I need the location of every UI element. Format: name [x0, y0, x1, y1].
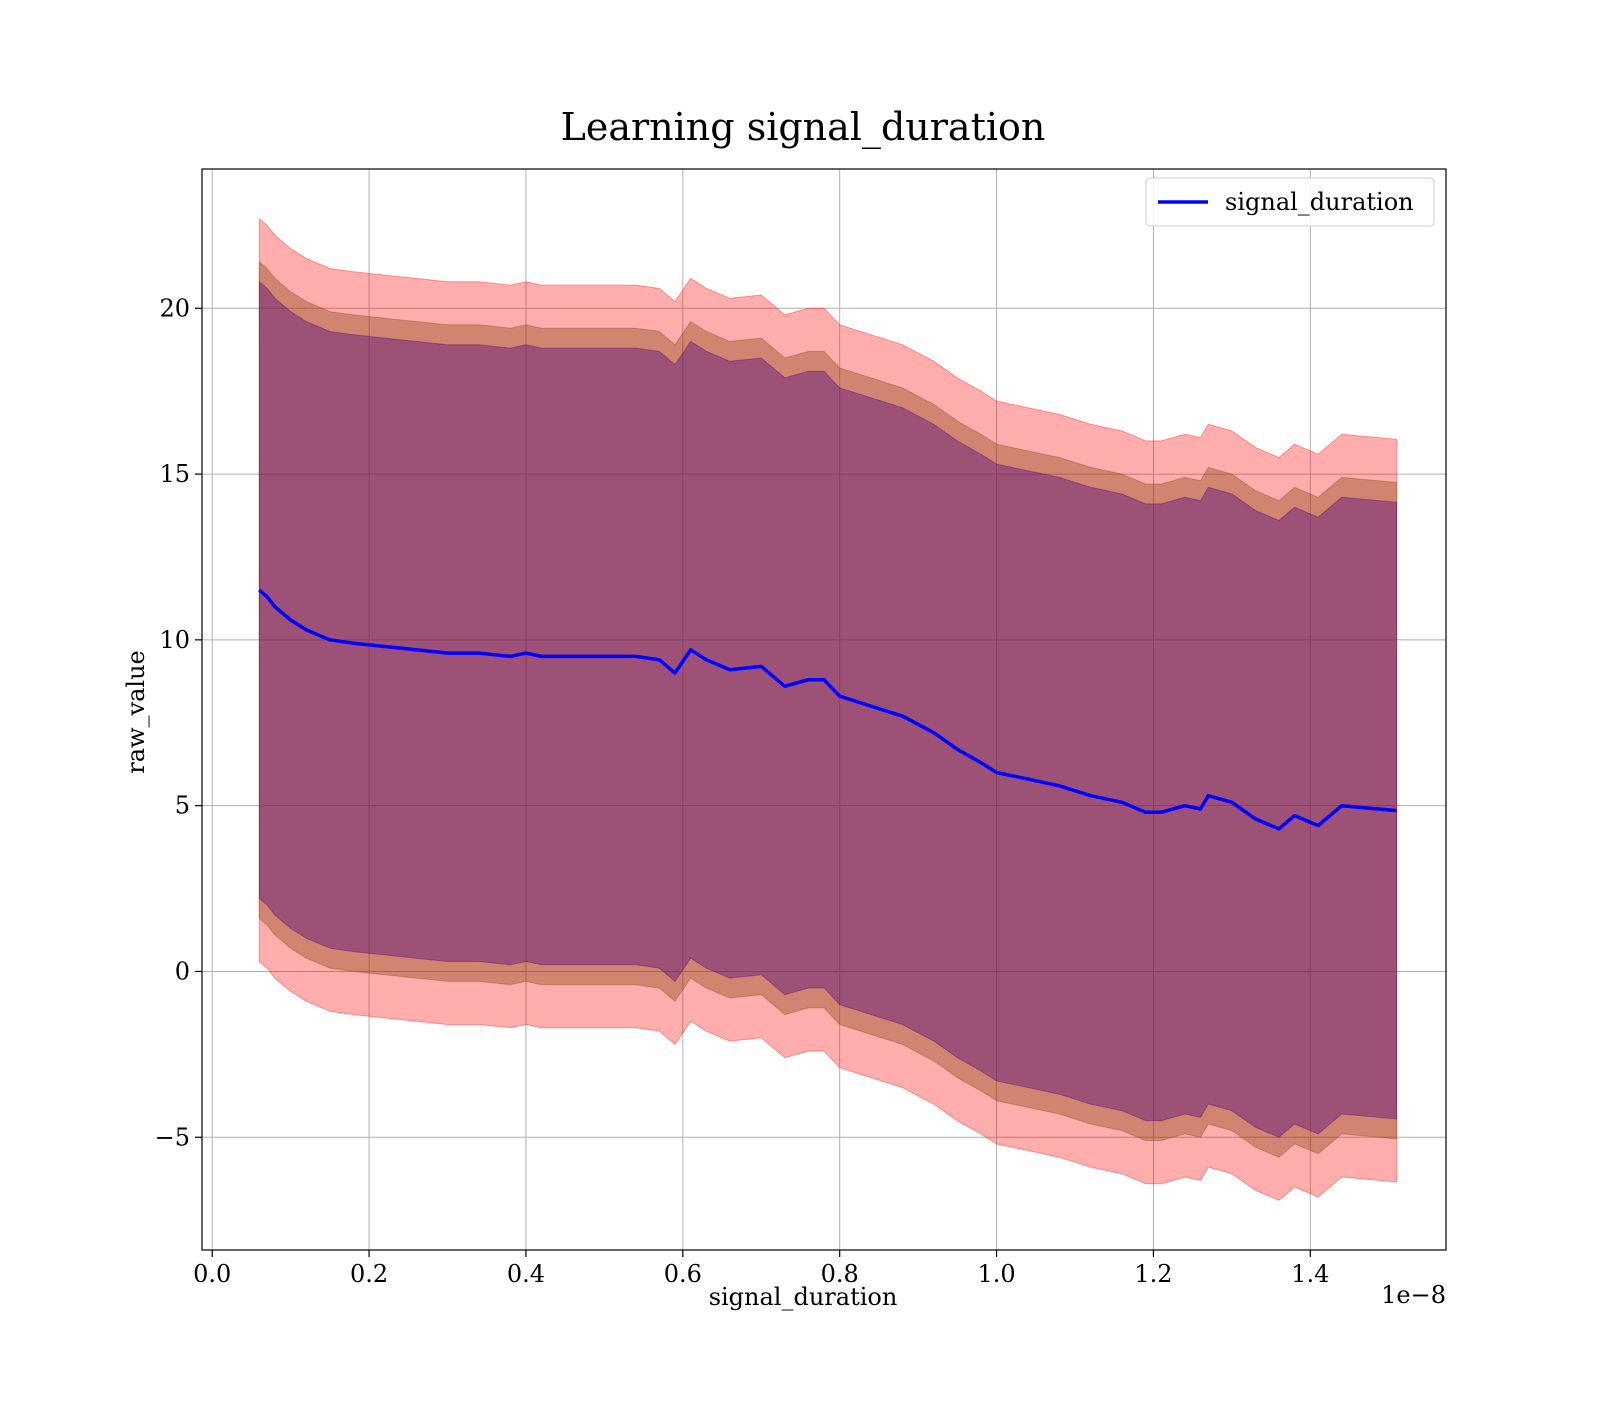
y-tick-label: 10 [159, 626, 190, 654]
y-tick-label: −5 [155, 1123, 190, 1151]
band-inner [258, 280, 1398, 1138]
band-middle [258, 260, 1398, 1158]
y-axis-label: raw_value [122, 650, 150, 774]
series-line-signal_duration [258, 588, 1397, 831]
plot-frame [201, 168, 1447, 1251]
x-axis-offset-label: 1e−8 [1381, 1281, 1446, 1309]
series-lines [258, 588, 1397, 831]
x-tick-label: 0.8 [821, 1260, 859, 1288]
confidence-bands [258, 217, 1398, 1201]
x-axis-ticks: 0.0 0.2 0.4 0.6 0.8 1.0 1.2 1.4 [193, 1250, 1329, 1288]
x-tick-label: 0.6 [664, 1260, 702, 1288]
x-tick-label: 1.4 [1291, 1260, 1329, 1288]
legend-box [1145, 177, 1435, 227]
x-tick-label: 0.2 [350, 1260, 388, 1288]
x-tick-label: 0.0 [193, 1260, 231, 1288]
grid [202, 169, 1446, 1250]
x-tick-label: 1.0 [977, 1260, 1015, 1288]
y-tick-label: 0 [175, 957, 190, 985]
legend: signal_duration [1145, 177, 1435, 227]
x-tick-label: 1.2 [1134, 1260, 1172, 1288]
y-tick-label: 5 [175, 792, 190, 820]
x-tick-label: 0.4 [507, 1260, 545, 1288]
legend-entry-label: signal_duration [1225, 188, 1414, 216]
y-axis-ticks: −5 0 5 10 15 20 [155, 294, 202, 1151]
y-tick-label: 15 [159, 460, 190, 488]
x-axis-label: signal_duration [709, 1283, 898, 1311]
y-tick-label: 20 [159, 294, 190, 322]
chart-title: Learning signal_duration [561, 105, 1046, 150]
band-outer [258, 217, 1398, 1201]
